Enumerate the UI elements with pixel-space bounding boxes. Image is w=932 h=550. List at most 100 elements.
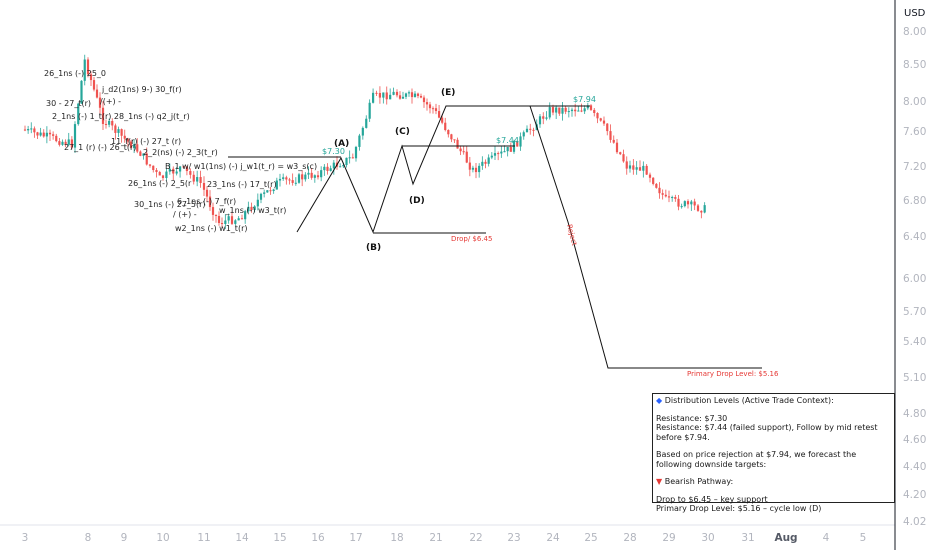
candle-body bbox=[253, 206, 256, 211]
currency-label: USD bbox=[904, 8, 926, 19]
candle-body bbox=[139, 151, 142, 156]
wave-pattern-line bbox=[296, 105, 452, 234]
candle-body bbox=[114, 125, 117, 133]
candle-body bbox=[323, 166, 326, 171]
candle-body bbox=[602, 120, 606, 124]
candle-body bbox=[285, 177, 288, 180]
candle-body bbox=[152, 165, 155, 171]
candle-body bbox=[80, 80, 83, 104]
price-tick-label: 5.10 bbox=[903, 372, 926, 384]
candle-body bbox=[395, 91, 399, 96]
candle-body bbox=[89, 74, 93, 81]
candle-body bbox=[645, 165, 648, 175]
candle-body bbox=[259, 193, 263, 200]
candle-body bbox=[189, 171, 192, 175]
candle-body bbox=[655, 183, 658, 188]
candle-body bbox=[224, 220, 227, 225]
candle-body bbox=[55, 135, 58, 142]
candle-body bbox=[561, 107, 564, 114]
wave-label-a: (A) bbox=[334, 139, 349, 149]
level-label-primary: Primary Drop Level: $5.16 bbox=[687, 370, 779, 378]
candle-body bbox=[465, 151, 468, 163]
candle-body bbox=[155, 170, 158, 173]
candle-body bbox=[468, 162, 471, 170]
candle-body bbox=[196, 177, 199, 182]
candle-body bbox=[509, 147, 512, 152]
candle-body bbox=[471, 167, 475, 170]
candle-body bbox=[27, 129, 30, 131]
annotation: 2_1ns (-) 1_t(r) 28_1ns (-) q2_j(t_r) bbox=[52, 112, 190, 121]
candle-body bbox=[288, 179, 291, 181]
annotation: 11_f(r) (-) 27_t (r) bbox=[111, 137, 181, 146]
time-tick-label: 24 bbox=[546, 532, 560, 544]
candle-body bbox=[375, 92, 378, 94]
candle-body bbox=[227, 216, 230, 221]
candle-body bbox=[493, 153, 497, 156]
time-tick-label: 15 bbox=[273, 532, 286, 544]
candle-body bbox=[73, 124, 77, 148]
candle-body bbox=[240, 218, 244, 220]
candle-body bbox=[606, 123, 609, 132]
candle-body bbox=[67, 139, 70, 145]
annotation: j_d2(1ns) 9-) 30_f(r) bbox=[101, 85, 182, 94]
candle-body bbox=[404, 93, 408, 97]
candle-body bbox=[632, 165, 635, 170]
candle-body bbox=[382, 92, 385, 98]
candle-body bbox=[358, 135, 361, 147]
candle-body bbox=[175, 171, 178, 174]
price-axis[interactable]: 8.00 8.50 8.00 7.60 7.20 6.80 6.40 6.00 5.70 5.40… bbox=[903, 26, 926, 528]
candle-body bbox=[61, 141, 64, 145]
candle-body bbox=[329, 168, 332, 171]
candle-body bbox=[428, 104, 432, 109]
candle-body bbox=[111, 120, 114, 126]
time-tick-label: 4 bbox=[823, 532, 830, 544]
candle-body bbox=[564, 107, 567, 112]
candle-body bbox=[625, 161, 628, 169]
candle-body bbox=[294, 182, 297, 184]
candle-body bbox=[161, 175, 165, 179]
annotation: 23_1ns (-) 17_t(r) bbox=[207, 180, 277, 189]
candle-body bbox=[690, 201, 693, 205]
candle-body bbox=[145, 153, 148, 165]
candle-body bbox=[365, 118, 368, 128]
candle-body bbox=[348, 157, 351, 159]
candle-body bbox=[548, 107, 551, 118]
price-tick-label: 7.60 bbox=[903, 126, 926, 138]
candle-body bbox=[401, 96, 405, 99]
candle-body bbox=[98, 97, 102, 108]
candle-body bbox=[205, 189, 209, 197]
time-tick-label: Aug bbox=[774, 532, 797, 544]
info-paragraph: Based on price rejection at $7.94, we fo… bbox=[656, 450, 857, 469]
candle-body bbox=[599, 118, 602, 121]
candle-body bbox=[214, 214, 218, 216]
candle-body bbox=[52, 134, 55, 136]
candle-body bbox=[278, 178, 282, 181]
candle-body bbox=[635, 167, 638, 170]
price-tick-label: 6.40 bbox=[903, 231, 926, 243]
candle-body bbox=[516, 140, 519, 147]
time-tick-label: 9 bbox=[121, 532, 128, 544]
price-tick-label: 6.00 bbox=[903, 273, 926, 285]
time-tick-label: 10 bbox=[156, 532, 169, 544]
candle-body bbox=[351, 157, 354, 159]
candle-body bbox=[136, 144, 139, 152]
wave-label-c: (C) bbox=[395, 127, 410, 137]
candle-body bbox=[269, 190, 272, 192]
candle-body bbox=[342, 165, 345, 167]
time-tick-label: 5 bbox=[860, 532, 867, 544]
candle-body bbox=[33, 128, 36, 133]
annotation: 26_1ns (-) 2_5(r bbox=[128, 179, 192, 188]
candle-body bbox=[441, 117, 444, 123]
time-tick-label: 30 bbox=[701, 532, 714, 544]
candle-body bbox=[392, 91, 395, 95]
candle-body bbox=[120, 129, 123, 136]
price-tick-label: 4.20 bbox=[903, 489, 926, 501]
candle-body bbox=[64, 141, 67, 145]
annotation: 26_1ns (-) 25_0 bbox=[44, 69, 106, 78]
time-tick-label: 29 bbox=[662, 532, 675, 544]
time-axis[interactable]: 3 8 9 10 11 14 15 16 17 18 21 22 23 24 25 28 29 30 31 Aug 4 5 bbox=[22, 532, 867, 544]
annotation: w_1ns (-) w3_t(r) bbox=[219, 206, 286, 215]
candle-body bbox=[703, 205, 706, 213]
candle-body bbox=[545, 117, 548, 119]
